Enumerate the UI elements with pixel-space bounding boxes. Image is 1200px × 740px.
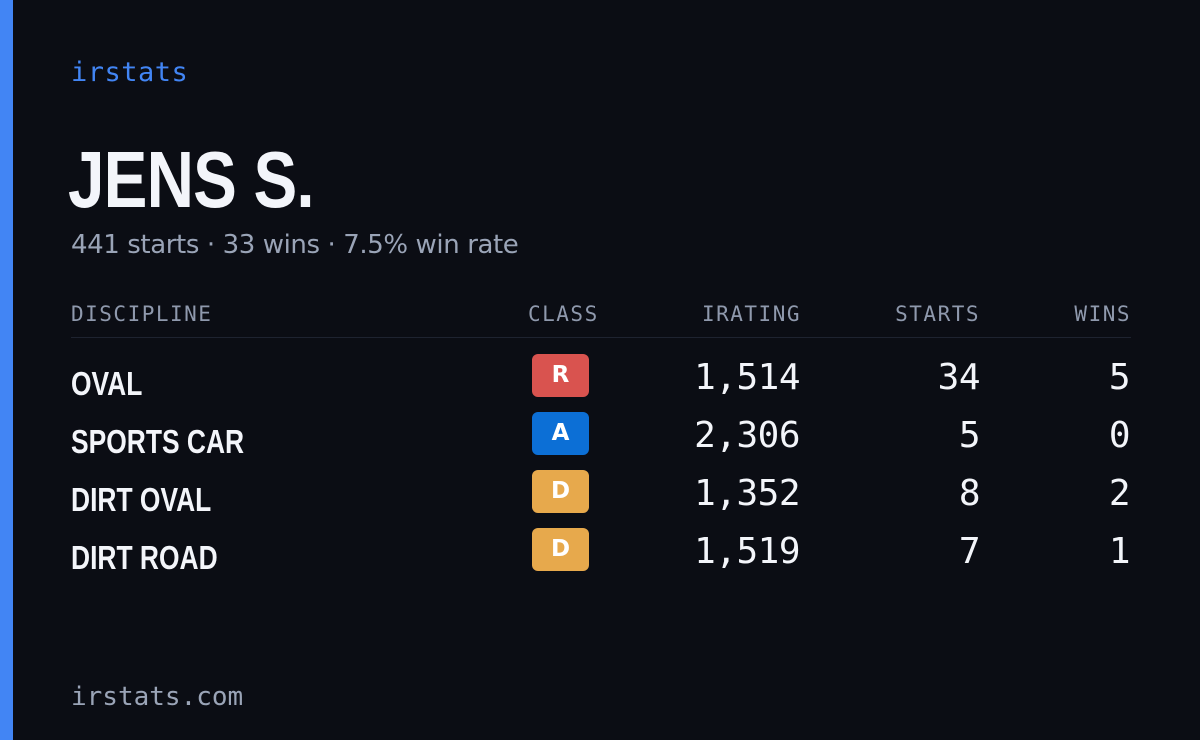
wins-value: 2	[1108, 473, 1131, 514]
driver-name: JENS S.	[68, 135, 315, 224]
wins-value: 0	[1108, 415, 1131, 456]
irating-value: 1,352	[694, 473, 800, 514]
class-badge: D	[532, 470, 589, 513]
table-header: DISCIPLINE CLASS IRATING STARTS WINS	[71, 297, 1131, 338]
header-starts: STARTS	[895, 302, 980, 326]
irating-value: 2,306	[694, 415, 800, 456]
starts-value: 7	[958, 531, 981, 572]
discipline-name: DIRT ROAD	[71, 539, 218, 576]
irating-value: 1,519	[694, 531, 800, 572]
irating-value: 1,514	[694, 357, 800, 398]
wins-value: 5	[1108, 357, 1131, 398]
driver-summary: 441 starts · 33 wins · 7.5% win rate	[71, 230, 519, 260]
class-badge: R	[532, 354, 589, 397]
header-class: CLASS	[528, 302, 599, 326]
accent-bar	[0, 0, 13, 740]
header-wins: WINS	[1074, 302, 1131, 326]
table-row: DIRT ROAD D 1,519 7 1	[71, 527, 1131, 585]
wins-value: 1	[1108, 531, 1131, 572]
starts-value: 5	[958, 415, 981, 456]
discipline-table: OVAL R 1,514 34 5 SPORTS CAR A 2,306 5 0…	[71, 353, 1131, 585]
header-irating: IRATING	[701, 302, 801, 326]
starts-value: 8	[958, 473, 981, 514]
discipline-name: OVAL	[71, 365, 143, 402]
table-row: OVAL R 1,514 34 5	[71, 353, 1131, 411]
table-row: SPORTS CAR A 2,306 5 0	[71, 411, 1131, 469]
brand-logo-text[interactable]: irstats	[71, 57, 189, 88]
discipline-name: DIRT OVAL	[71, 481, 212, 518]
footer-url[interactable]: irstats.com	[71, 682, 244, 712]
discipline-name: SPORTS CAR	[71, 423, 245, 460]
table-row: DIRT OVAL D 1,352 8 2	[71, 469, 1131, 527]
class-badge: A	[532, 412, 589, 455]
class-badge: D	[532, 528, 589, 571]
starts-value: 34	[937, 357, 981, 398]
header-discipline: DISCIPLINE	[71, 302, 213, 326]
